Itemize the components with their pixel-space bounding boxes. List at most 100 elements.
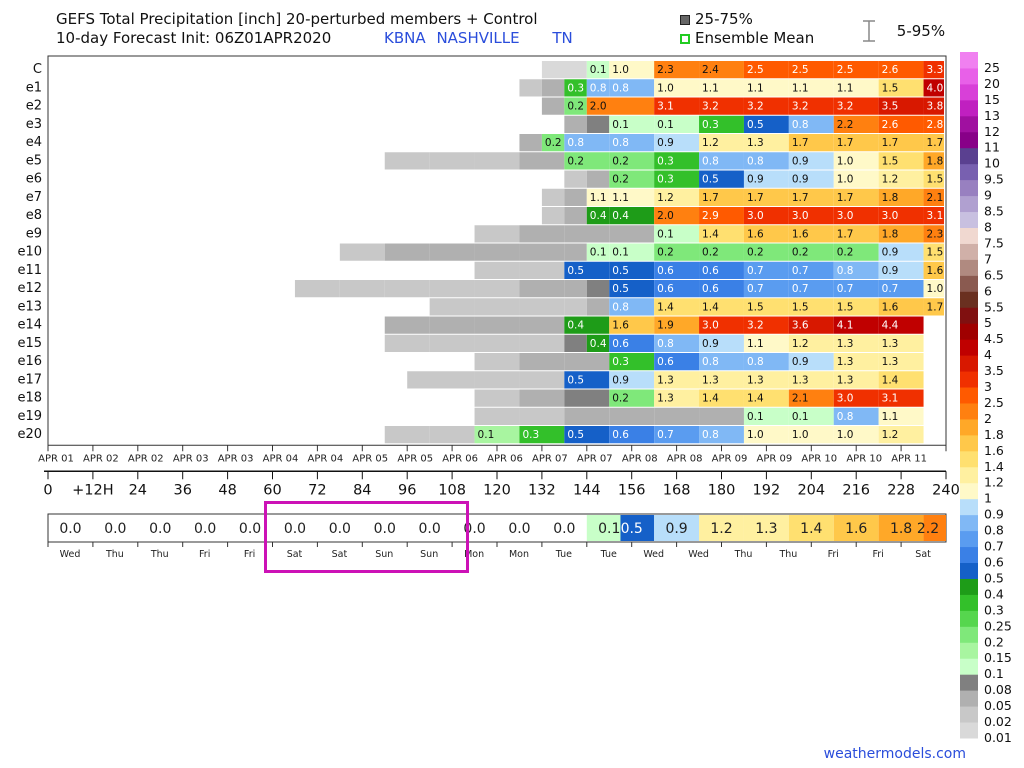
- precip-cell: [564, 225, 610, 243]
- precip-cell: [609, 298, 655, 316]
- precip-value: 0.9: [882, 265, 899, 277]
- day-label: Thu: [105, 549, 124, 560]
- precip-cell: [609, 134, 655, 152]
- precip-cell: [878, 298, 924, 316]
- precip-value: 3.1: [657, 101, 674, 113]
- precip-value: 1.3: [837, 374, 854, 386]
- mean-value: 0.0: [508, 521, 530, 537]
- precip-value: 1.3: [837, 356, 854, 368]
- precip-value: 1.8: [927, 155, 944, 167]
- precip-value: 3.0: [792, 210, 809, 222]
- precip-cell: [923, 170, 944, 188]
- precip-value: 1.5: [837, 301, 854, 313]
- precip-value: 1.1: [882, 411, 899, 423]
- highlight-box: [264, 501, 469, 573]
- mean-value: 0.5: [621, 521, 643, 537]
- day-label: Mon: [509, 549, 529, 560]
- precip-value: 0.9: [792, 155, 809, 167]
- precip-value: 2.9: [702, 210, 719, 222]
- colorbar-label: 0.6: [984, 555, 1004, 570]
- colorbar-label: 3: [984, 379, 992, 394]
- precip-cell: [519, 79, 542, 97]
- precip-cell: [788, 134, 834, 152]
- member-label: e18: [17, 391, 42, 406]
- precip-cell: [564, 97, 587, 115]
- colorbar-swatch: [960, 578, 978, 595]
- precip-cell: [699, 61, 744, 79]
- precip-value: 0.9: [657, 137, 674, 149]
- precip-value: 0.1: [478, 429, 495, 441]
- colorbar-swatch: [960, 690, 978, 707]
- precip-cell: [833, 316, 879, 334]
- precip-cell: [429, 426, 475, 444]
- precip-cell: [699, 115, 744, 133]
- precip-value: 1.7: [792, 137, 809, 149]
- precip-value: 2.8: [927, 119, 944, 131]
- precip-cell: [474, 407, 520, 425]
- precip-value: 1.1: [747, 338, 764, 350]
- colorbar-swatch: [960, 594, 978, 611]
- date-tick-label: APR 07: [532, 453, 568, 464]
- precip-cell: [384, 426, 430, 444]
- colorbar-label: 0.7: [984, 539, 1004, 554]
- colorbar-swatch: [960, 115, 978, 133]
- precip-value: 0.5: [612, 283, 629, 295]
- precip-cell: [609, 79, 655, 97]
- precip-cell: [923, 298, 944, 316]
- precip-value: 0.3: [657, 155, 674, 167]
- precip-cell: [743, 389, 789, 407]
- precip-cell: [564, 170, 587, 188]
- colorbar-swatch: [960, 418, 978, 436]
- precip-cell: [833, 280, 879, 298]
- precip-cell: [878, 152, 924, 170]
- member-label: e3: [26, 117, 42, 132]
- colorbar-label: 0.2: [984, 634, 1004, 649]
- precip-cell: [788, 407, 834, 425]
- precip-cell: [429, 334, 475, 352]
- precip-cell: [339, 243, 385, 261]
- precip-cell: [878, 407, 924, 425]
- precip-cell: [654, 407, 700, 425]
- day-label: Tue: [555, 549, 572, 560]
- precip-cell: [609, 188, 655, 206]
- precip-value: 0.2: [657, 247, 674, 259]
- precip-cell: [564, 316, 610, 334]
- legend-iqr: 25-75%: [680, 10, 753, 28]
- mean-value: 1.6: [845, 521, 867, 537]
- precip-value: 2.1: [927, 192, 944, 204]
- precip-cell: [654, 225, 700, 243]
- precip-value: 0.6: [612, 429, 629, 441]
- precip-value: 3.0: [702, 320, 719, 332]
- precip-cell: [743, 426, 789, 444]
- colorbar-swatch: [960, 339, 978, 356]
- precip-cell: [878, 371, 924, 389]
- precip-cell: [743, 334, 789, 352]
- precip-cell: [564, 298, 587, 316]
- precip-value: 0.9: [747, 174, 764, 186]
- precip-cell: [474, 280, 520, 298]
- precip-cell: [699, 97, 744, 115]
- precip-cell: [743, 134, 789, 152]
- mean-value: 0.0: [149, 521, 171, 537]
- colorbar-swatch: [960, 642, 978, 659]
- precip-cell: [878, 188, 924, 206]
- precip-value: 1.4: [702, 301, 719, 313]
- precip-value: 1.0: [927, 283, 944, 295]
- colorbar-label: 5: [984, 315, 992, 330]
- colorbar-label: 0.25: [984, 618, 1012, 633]
- precip-cell: [743, 97, 789, 115]
- precip-value: 0.8: [837, 411, 854, 423]
- precip-cell: [519, 134, 542, 152]
- precip-cell: [833, 334, 879, 352]
- date-tick-label: APR 10: [846, 453, 882, 464]
- precip-cell: [833, 97, 879, 115]
- colorbar-label: 7: [984, 251, 992, 266]
- precip-cell: [788, 207, 834, 225]
- date-tick-label: APR 08: [622, 453, 658, 464]
- precip-value: 4.0: [927, 82, 944, 94]
- precip-value: 0.8: [612, 301, 629, 313]
- precip-value: 0.6: [657, 283, 674, 295]
- precip-value: 1.6: [747, 228, 764, 240]
- colorbar-swatch: [960, 514, 978, 532]
- hour-tick-label: 108: [438, 482, 466, 498]
